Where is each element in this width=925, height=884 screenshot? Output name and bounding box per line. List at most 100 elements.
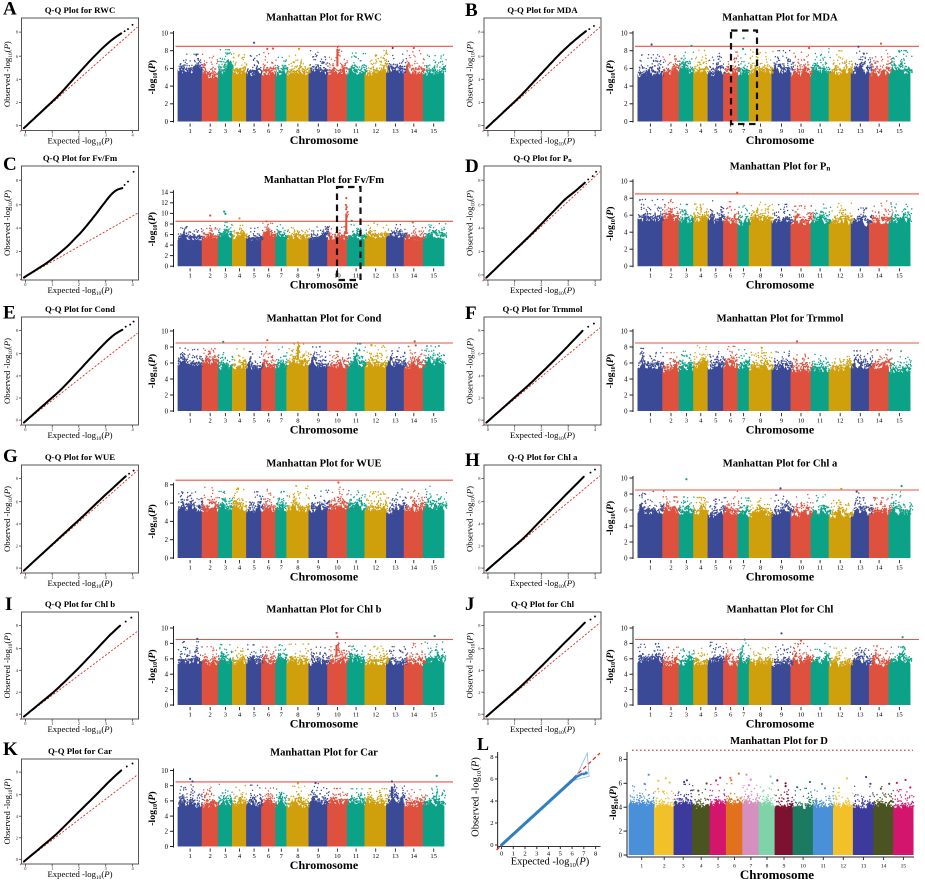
svg-text:2: 2	[165, 253, 169, 260]
svg-text:13: 13	[392, 418, 399, 425]
svg-text:13: 13	[392, 273, 399, 280]
svg-text:8: 8	[16, 30, 19, 35]
svg-text:Observed -log10(P): Observed -log10(P)	[2, 41, 14, 107]
svg-text:15: 15	[896, 418, 903, 425]
svg-text:15: 15	[430, 418, 437, 425]
svg-text:13: 13	[857, 128, 864, 135]
svg-text:7: 7	[742, 712, 746, 719]
svg-text:Chromosome: Chromosome	[290, 717, 359, 731]
svg-text:13: 13	[857, 418, 864, 425]
svg-text:8: 8	[296, 128, 300, 135]
svg-text:4: 4	[547, 851, 551, 858]
svg-text:6: 6	[165, 232, 169, 239]
svg-text:11: 11	[353, 853, 359, 860]
svg-text:14: 14	[411, 565, 418, 572]
svg-text:1: 1	[514, 721, 516, 726]
svg-text:I: I	[5, 594, 12, 615]
svg-text:-log10(P): -log10(P)	[147, 504, 159, 538]
svg-text:Q-Q Plot for RWC: Q-Q Plot for RWC	[45, 5, 116, 15]
svg-text:9: 9	[780, 712, 784, 719]
svg-text:14: 14	[411, 273, 418, 280]
svg-text:12: 12	[372, 273, 379, 280]
svg-text:G: G	[3, 446, 18, 467]
svg-text:1: 1	[51, 575, 53, 580]
svg-text:3: 3	[685, 565, 689, 572]
svg-text:Chromosome: Chromosome	[746, 133, 815, 147]
svg-text:4: 4	[478, 668, 481, 673]
svg-text:-log10(P): -log10(P)	[605, 501, 617, 535]
svg-text:2: 2	[478, 249, 480, 254]
svg-text:6: 6	[729, 273, 733, 280]
svg-text:Observed -log10(P): Observed -log10(P)	[471, 757, 483, 837]
svg-text:15: 15	[896, 565, 903, 572]
svg-text:4: 4	[699, 273, 703, 280]
svg-text:-log10(P): -log10(P)	[605, 207, 617, 241]
svg-text:2: 2	[478, 396, 480, 401]
svg-text:0: 0	[478, 273, 481, 278]
svg-text:10: 10	[161, 30, 168, 37]
svg-text:0: 0	[487, 721, 490, 726]
svg-text:5: 5	[714, 128, 718, 135]
svg-text:6: 6	[165, 66, 169, 73]
svg-text:Manhattan Plot for Trmmol: Manhattan Plot for Trmmol	[717, 314, 844, 325]
svg-text:6: 6	[624, 213, 628, 220]
svg-text:14: 14	[161, 190, 168, 197]
svg-text:Expected -log10(P): Expected -log10(P)	[510, 285, 575, 297]
svg-text:13: 13	[861, 864, 867, 870]
svg-text:0: 0	[487, 575, 490, 580]
svg-text:0: 0	[16, 712, 19, 717]
svg-text:2: 2	[209, 712, 212, 719]
svg-text:2: 2	[78, 282, 80, 287]
svg-text:Q-Q Plot for Fv/Fm: Q-Q Plot for Fv/Fm	[43, 153, 118, 163]
svg-text:6: 6	[267, 565, 271, 572]
svg-text:5: 5	[252, 273, 256, 280]
svg-text:5: 5	[252, 418, 256, 425]
svg-text:2: 2	[490, 820, 493, 827]
svg-text:Chromosome: Chromosome	[290, 278, 359, 292]
svg-text:11: 11	[353, 273, 359, 280]
svg-text:9: 9	[317, 712, 321, 719]
svg-text:3: 3	[105, 866, 108, 871]
svg-text:10: 10	[800, 864, 806, 870]
svg-text:Observed -log10(P): Observed -log10(P)	[465, 190, 477, 256]
svg-text:1: 1	[51, 866, 53, 871]
svg-text:Observed -log10(P): Observed -log10(P)	[2, 486, 14, 552]
svg-text:6: 6	[624, 66, 628, 73]
svg-text:Expected -log10(P): Expected -log10(P)	[47, 869, 112, 881]
svg-text:15: 15	[896, 273, 903, 280]
svg-text:8: 8	[624, 48, 628, 55]
svg-text:6: 6	[478, 54, 481, 59]
svg-text:0: 0	[16, 418, 19, 423]
svg-text:11: 11	[821, 864, 827, 870]
svg-text:4: 4	[699, 565, 703, 572]
svg-text:B: B	[465, 0, 478, 21]
svg-text:8: 8	[594, 851, 597, 858]
svg-text:12: 12	[372, 712, 379, 719]
svg-text:0: 0	[24, 282, 27, 287]
svg-text:2: 2	[165, 101, 169, 108]
svg-text:4: 4	[238, 853, 242, 860]
svg-text:9: 9	[317, 565, 321, 572]
svg-text:Manhattan Plot for WUE: Manhattan Plot for WUE	[266, 459, 381, 470]
svg-text:6: 6	[624, 360, 628, 367]
svg-text:4: 4	[594, 427, 597, 432]
svg-text:10: 10	[161, 625, 168, 632]
svg-text:3: 3	[567, 427, 570, 432]
svg-text:15: 15	[896, 128, 903, 135]
svg-text:8: 8	[296, 273, 300, 280]
svg-text:0: 0	[487, 427, 490, 432]
svg-text:6: 6	[16, 202, 19, 207]
svg-text:4: 4	[490, 798, 494, 805]
svg-text:1: 1	[51, 282, 53, 287]
svg-text:6: 6	[267, 853, 271, 860]
svg-text:E: E	[3, 303, 16, 324]
svg-text:8: 8	[478, 328, 481, 333]
svg-text:2: 2	[624, 687, 628, 694]
svg-text:6: 6	[267, 273, 271, 280]
svg-text:Observed -log10(P): Observed -log10(P)	[2, 338, 14, 404]
svg-text:3: 3	[224, 565, 228, 572]
svg-text:8: 8	[16, 178, 19, 183]
svg-text:Chromosome: Chromosome	[746, 717, 815, 731]
svg-text:8: 8	[165, 482, 169, 489]
svg-text:12: 12	[837, 712, 844, 719]
